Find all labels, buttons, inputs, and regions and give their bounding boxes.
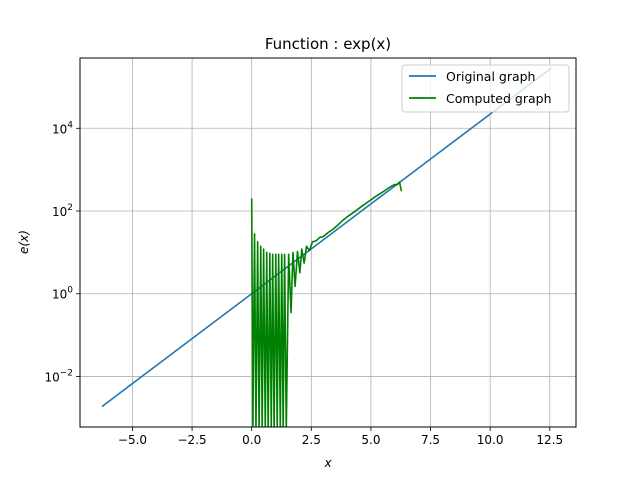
plot-area <box>79 57 577 428</box>
legend-box <box>401 64 570 113</box>
legend-label-original: Original graph <box>446 69 535 84</box>
series-layer <box>101 67 552 427</box>
y-tick-label: 102 <box>52 203 73 219</box>
x-tick-label: 10.0 <box>477 433 504 447</box>
series-original-graph <box>101 67 552 408</box>
x-axis-label: x <box>323 456 332 470</box>
x-tick-label: 7.5 <box>421 433 440 447</box>
y-tick-label: 104 <box>52 120 73 136</box>
chart-title: Function : exp(x) <box>265 35 391 53</box>
y-axis-label: e(x) <box>17 230 31 254</box>
axes-frame <box>79 57 577 428</box>
y-tick-label: 100 <box>52 286 73 302</box>
legend: Original graph Computed graph <box>401 64 570 113</box>
y-tick-label: 10−2 <box>44 368 73 384</box>
legend-label-computed: Computed graph <box>446 91 552 106</box>
x-tick-label: −2.5 <box>178 433 207 447</box>
x-axis-ticks: −5.0 −2.5 0.0 2.5 5.0 7.5 10.0 12.5 <box>118 427 563 447</box>
y-axis-ticks: 10−2 100 102 104 <box>44 120 80 384</box>
series-computed-graph <box>250 181 403 427</box>
x-tick-label: 2.5 <box>302 433 321 447</box>
x-tick-label: 5.0 <box>361 433 380 447</box>
x-tick-label: 0.0 <box>242 433 261 447</box>
x-tick-label: 12.5 <box>536 433 563 447</box>
x-tick-label: −5.0 <box>118 433 147 447</box>
